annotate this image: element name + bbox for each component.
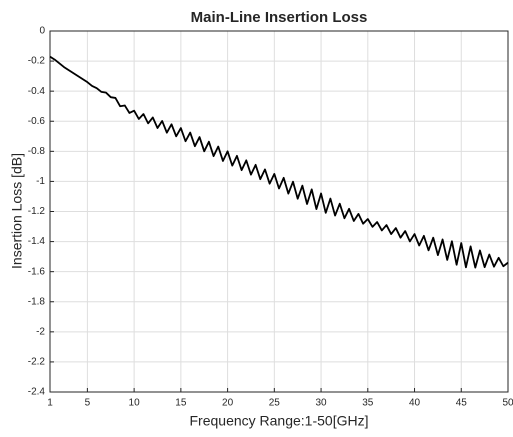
x-tick-label: 20	[222, 398, 234, 409]
x-tick-label: 35	[362, 398, 374, 409]
y-tick-label: -1.8	[28, 296, 46, 307]
x-tick-label: 50	[502, 398, 513, 409]
y-tick-label: -2.2	[28, 357, 46, 368]
x-tick-label: 30	[315, 398, 327, 409]
chart-title: Main-Line Insertion Loss	[191, 9, 368, 26]
x-tick-label: 25	[269, 398, 281, 409]
plot-frame	[49, 30, 509, 393]
y-tick-label: -2	[36, 326, 45, 337]
y-tick-label: -0.6	[28, 116, 46, 127]
y-tick-label: -0.8	[28, 146, 46, 157]
x-tick-label: 40	[409, 398, 421, 409]
x-tick-label: 5	[85, 398, 91, 409]
y-tick-label: -1.6	[28, 266, 46, 277]
data-line	[49, 55, 509, 269]
y-tick-label: -1.4	[28, 236, 46, 247]
y-tick-label: -0.2	[28, 56, 46, 67]
x-tick-label: 45	[456, 398, 468, 409]
x-tick-label: 15	[175, 398, 187, 409]
x-axis-label: Frequency Range:1-50[GHz]	[190, 413, 369, 429]
y-tick-label: -1	[36, 176, 45, 187]
x-tick-label: 1	[47, 398, 53, 409]
y-tick-label: 0	[39, 26, 45, 37]
y-tick-label: -1.2	[28, 206, 46, 217]
x-tick-label: 10	[129, 398, 141, 409]
y-axis-label: Insertion Loss [dB]	[9, 153, 25, 269]
y-tick-label: -2.4	[28, 387, 46, 398]
y-tick-label: -0.4	[28, 86, 46, 97]
